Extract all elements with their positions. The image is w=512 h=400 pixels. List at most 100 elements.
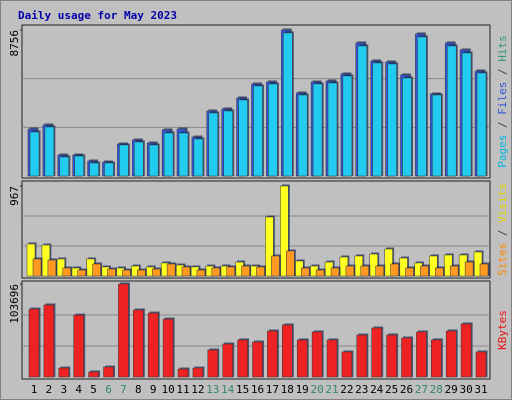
x-tick-label: 15 <box>236 383 249 396</box>
bar <box>280 185 289 277</box>
bar <box>311 331 323 378</box>
bar <box>297 94 308 177</box>
bar <box>390 263 399 277</box>
bar <box>460 323 472 378</box>
bar <box>286 250 295 277</box>
legend-entry: / <box>496 62 509 82</box>
bar <box>104 162 114 177</box>
x-tick-label: 25 <box>385 383 398 396</box>
bar <box>162 318 174 378</box>
y-tick-label: 967 <box>8 186 21 206</box>
legend-entry: / <box>496 223 509 243</box>
bar <box>375 265 384 277</box>
bar <box>342 75 353 177</box>
bar <box>445 330 457 378</box>
x-tick-label: 22 <box>340 383 353 396</box>
x-tick-label: 9 <box>150 383 157 396</box>
bar <box>241 265 250 277</box>
bar <box>74 155 84 177</box>
bar <box>92 263 101 277</box>
x-tick-label: 24 <box>370 383 384 396</box>
legend: Sites / Visits <box>496 183 509 276</box>
x-tick-label: 17 <box>266 383 279 396</box>
bar <box>402 77 412 177</box>
bar <box>386 334 397 378</box>
bar <box>268 83 278 177</box>
x-tick-label: 19 <box>296 383 309 396</box>
x-tick-label: 28 <box>430 383 443 396</box>
legend-entry: Visits <box>496 183 509 223</box>
x-tick-label: 8 <box>135 383 142 396</box>
x-tick-label: 10 <box>161 383 174 396</box>
x-tick-label: 18 <box>281 383 294 396</box>
bar <box>282 324 293 378</box>
bar <box>435 267 444 277</box>
bar <box>357 45 368 177</box>
bar <box>312 83 323 177</box>
bar <box>283 32 293 177</box>
x-tick-label: 14 <box>221 383 235 396</box>
x-tick-label: 12 <box>191 383 204 396</box>
bar <box>134 141 144 177</box>
bar <box>43 304 55 378</box>
bar <box>196 269 206 277</box>
bar <box>315 269 325 277</box>
bar <box>77 269 86 277</box>
bar <box>420 265 429 277</box>
legend-entry: Files <box>496 82 509 115</box>
bar <box>181 266 191 277</box>
x-tick-label: 11 <box>176 383 189 396</box>
bar <box>416 331 427 378</box>
bar <box>73 314 84 378</box>
bar <box>265 216 274 277</box>
bar <box>372 62 382 177</box>
x-tick-label: 20 <box>310 383 323 396</box>
bar <box>300 267 310 277</box>
bar <box>163 132 174 177</box>
legend: Pages / Files / Hits <box>496 35 509 168</box>
x-tick-label: 16 <box>251 383 264 396</box>
x-tick-label: 13 <box>206 383 219 396</box>
legend-entry: Hits <box>496 35 509 62</box>
bar <box>147 312 159 378</box>
bar <box>226 266 235 277</box>
bar <box>122 269 131 277</box>
bar <box>371 327 382 378</box>
legend-entry: Pages <box>496 135 509 168</box>
x-tick-label: 21 <box>325 383 338 396</box>
x-tick-label: 31 <box>474 383 487 396</box>
bar <box>29 131 40 177</box>
bar <box>193 138 204 177</box>
bar <box>475 351 487 378</box>
x-tick-label: 23 <box>355 383 368 396</box>
bar <box>356 334 368 378</box>
x-tick-label: 30 <box>459 383 472 396</box>
bar <box>345 265 355 277</box>
x-tick-label: 5 <box>90 383 97 396</box>
bar <box>103 366 114 378</box>
bar <box>32 258 42 277</box>
x-tick-label: 27 <box>415 383 428 396</box>
x-tick-label: 4 <box>75 383 82 396</box>
bar <box>208 112 219 177</box>
x-tick-label: 3 <box>60 383 67 396</box>
x-tick-label: 26 <box>400 383 413 396</box>
legend-entry: KBytes <box>496 310 509 350</box>
legend-entry: Sites <box>496 243 509 276</box>
bar <box>479 263 489 277</box>
bar <box>89 162 99 177</box>
bar <box>405 267 414 277</box>
bar <box>253 85 263 177</box>
bar <box>137 269 146 277</box>
bar <box>417 36 427 177</box>
y-tick-label: 103696 <box>8 284 21 324</box>
bar <box>28 308 40 378</box>
bar <box>464 261 474 277</box>
x-tick-label: 7 <box>120 383 127 396</box>
legend-entry: / <box>496 115 509 135</box>
bar <box>47 259 57 277</box>
bar <box>119 144 129 177</box>
bar <box>211 267 221 277</box>
